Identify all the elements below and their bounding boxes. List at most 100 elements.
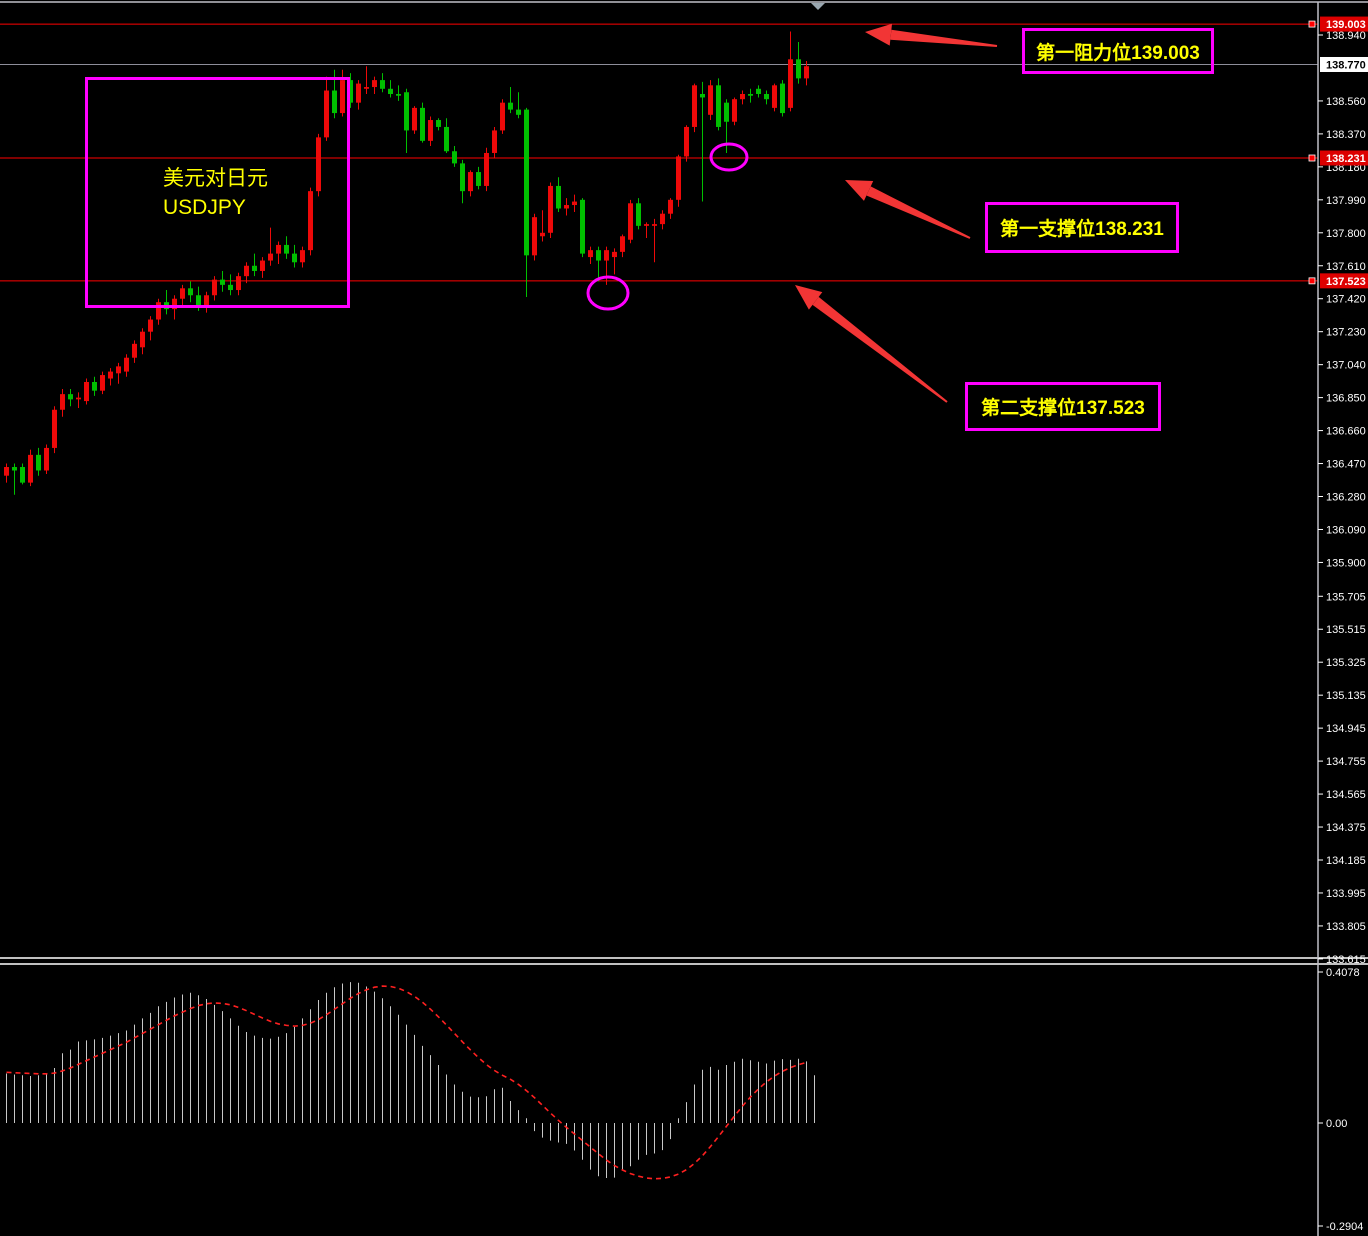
candle-body <box>108 371 113 379</box>
current-price-tag <box>1320 56 1368 72</box>
arrow-to-support1-shaft[interactable] <box>866 186 971 239</box>
arrow-to-support1-head[interactable] <box>845 180 874 201</box>
indicator-tick-label: 0.00 <box>1326 1118 1347 1130</box>
candle-body <box>212 279 217 296</box>
candle-body <box>124 357 129 372</box>
support2-annotation[interactable]: 第二支撑位137.523 <box>965 382 1161 431</box>
price-tick-label: 137.990 <box>1326 195 1366 207</box>
ellipse-retest[interactable] <box>709 142 749 172</box>
indicator-tick-label: 0.4078 <box>1326 967 1360 979</box>
symbol-title-box[interactable]: 美元对日元 USDJPY <box>85 77 350 308</box>
candle-body <box>652 224 657 226</box>
resistance-price-tag <box>1320 16 1368 32</box>
ellipse-low-touch[interactable] <box>586 275 630 311</box>
candle-body <box>292 253 297 263</box>
arrow-to-support2-head[interactable] <box>795 285 823 310</box>
candle-body <box>780 83 785 114</box>
candle-body <box>100 375 105 391</box>
candle-body <box>20 467 25 483</box>
symbol-title: 美元对日元 USDJPY <box>163 164 268 222</box>
latest-bar-marker-icon <box>811 3 825 10</box>
candle-body <box>764 93 769 100</box>
candle-body <box>460 163 465 192</box>
candle-body <box>540 232 545 237</box>
candle-body <box>572 201 577 206</box>
candle-body <box>84 382 89 402</box>
candle-body <box>148 319 153 332</box>
candle-body <box>660 213 665 225</box>
price-tick-label: 135.705 <box>1326 591 1366 603</box>
price-tick-label: 134.945 <box>1326 723 1366 735</box>
candle-body <box>228 284 233 291</box>
candle-body <box>508 102 513 110</box>
candle-body <box>28 454 33 483</box>
resistance-line-handle[interactable] <box>1308 20 1316 28</box>
price-tick-label: 133.995 <box>1326 888 1366 900</box>
candle-body <box>364 87 369 89</box>
candle-body <box>588 250 593 258</box>
indicator-tick-label: -0.2904 <box>1326 1221 1363 1233</box>
candle-body <box>516 109 521 115</box>
price-tick-label: 136.660 <box>1326 426 1366 438</box>
candle-body <box>4 467 9 476</box>
arrow-to-resistance-shaft[interactable] <box>890 29 998 47</box>
candle-body <box>700 93 705 98</box>
candle-body <box>172 298 177 310</box>
candle-body <box>428 120 433 141</box>
support2-price-tag-label: 137.523 <box>1326 276 1366 288</box>
candle-body <box>636 203 641 226</box>
candle-body <box>684 126 689 157</box>
candle-body <box>156 302 161 320</box>
price-tick-label: 137.800 <box>1326 228 1366 240</box>
candle-body <box>732 99 737 122</box>
support1-price-tag <box>1320 150 1368 166</box>
candle-body <box>276 244 281 254</box>
candle-body <box>36 454 41 471</box>
price-tick-label: 134.185 <box>1326 855 1366 867</box>
candle-body <box>188 288 193 296</box>
arrow-to-resistance-head[interactable] <box>865 23 893 46</box>
candle-body <box>436 120 441 127</box>
candle-body <box>252 265 257 271</box>
candle-body <box>724 102 729 122</box>
price-tick-label: 136.850 <box>1326 393 1366 405</box>
price-tick-label: 138.940 <box>1326 30 1366 42</box>
candle-body <box>716 85 721 127</box>
candle-body <box>260 260 265 271</box>
support1-price-tag-label: 138.231 <box>1326 153 1366 165</box>
candle-body <box>268 253 273 261</box>
price-tick-label: 134.375 <box>1326 822 1366 834</box>
candle-body <box>484 152 489 186</box>
price-tick-label: 137.420 <box>1326 294 1366 306</box>
candle-body <box>596 250 601 261</box>
candle-body <box>316 137 321 192</box>
resistance-price-tag-label: 139.003 <box>1326 19 1366 31</box>
price-tick-label: 136.090 <box>1326 524 1366 536</box>
candle-body <box>76 397 81 400</box>
support2-line-handle[interactable] <box>1308 277 1316 285</box>
candle-body <box>756 88 761 94</box>
candle-body <box>796 59 801 79</box>
candle-body <box>748 93 753 96</box>
candle-body <box>668 199 673 214</box>
candle-body <box>620 236 625 252</box>
support1-annotation[interactable]: 第一支撑位138.231 <box>985 202 1179 253</box>
candle-body <box>628 203 633 240</box>
candle-body <box>804 66 809 79</box>
candle-body <box>372 80 377 88</box>
candle-body <box>92 382 97 391</box>
candle-body <box>340 80 345 114</box>
candle-body <box>548 185 553 233</box>
candle-body <box>380 80 385 89</box>
candle-body <box>196 295 201 306</box>
candle-body <box>116 366 121 374</box>
arrow-to-support2-shaft[interactable] <box>812 296 948 403</box>
resistance-annotation[interactable]: 第一阻力位139.003 <box>1022 28 1214 74</box>
price-tick-label: 133.805 <box>1326 921 1366 933</box>
candle-body <box>476 172 481 186</box>
price-tick-label: 138.370 <box>1326 129 1366 141</box>
support1-line-handle[interactable] <box>1308 154 1316 162</box>
candle-body <box>412 107 417 131</box>
